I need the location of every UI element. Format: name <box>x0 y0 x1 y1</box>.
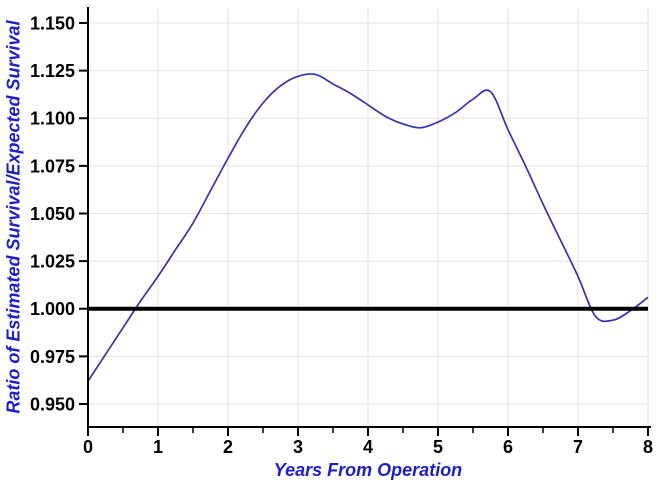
x-tick-label: 5 <box>433 437 443 457</box>
y-tick-label: 1.150 <box>30 13 75 33</box>
x-tick-label: 0 <box>83 437 93 457</box>
y-tick-label: 1.025 <box>30 252 75 272</box>
x-tick-label: 6 <box>503 437 513 457</box>
y-tick-label: 0.950 <box>30 394 75 414</box>
x-tick-label: 3 <box>293 437 303 457</box>
y-tick-label: 0.975 <box>30 347 75 367</box>
y-axis-title: Ratio of Estimated Survival/Expected Sur… <box>3 20 24 414</box>
x-axis-title: Years From Operation <box>273 460 463 480</box>
x-tick-label: 8 <box>643 437 653 457</box>
y-tick-label: 1.125 <box>30 61 75 81</box>
y-tick-label: 1.075 <box>30 156 75 176</box>
y-tick-label: 1.100 <box>30 109 75 129</box>
x-tick-label: 2 <box>223 437 233 457</box>
y-tick-label: 1.000 <box>30 299 75 319</box>
y-tick-label: 1.050 <box>30 204 75 224</box>
x-tick-label: 1 <box>153 437 163 457</box>
x-tick-label: 4 <box>363 437 373 457</box>
survival-ratio-curve <box>87 73 649 382</box>
x-tick-label: 7 <box>573 437 583 457</box>
